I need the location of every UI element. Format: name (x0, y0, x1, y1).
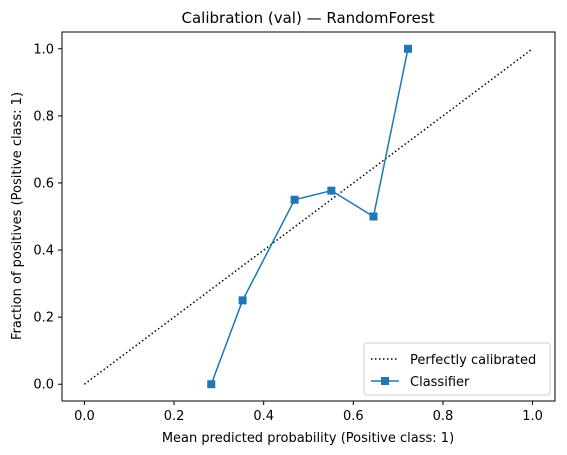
x-tick-label: 0.4 (253, 409, 274, 424)
x-tick-label: 0.2 (164, 409, 185, 424)
x-tick-label: 0.0 (74, 409, 95, 424)
classifier-point (369, 213, 377, 221)
legend: Perfectly calibrated Classifier (364, 343, 550, 395)
y-tick-label: 0.6 (33, 176, 54, 191)
classifier-point (404, 45, 412, 53)
y-tick-label: 1.0 (33, 42, 54, 57)
x-axis-label: Mean predicted probability (Positive cla… (162, 431, 454, 446)
y-axis-label: Fraction of positives (Positive class: 1… (10, 92, 25, 340)
classifier-point (239, 296, 247, 304)
legend-perfect-label: Perfectly calibrated (410, 353, 536, 368)
legend-classifier-marker (381, 377, 389, 385)
y-tick-label: 0.4 (33, 244, 54, 259)
y-tick-label: 0.8 (33, 109, 54, 124)
classifier-point (207, 380, 215, 388)
classifier-point (327, 187, 335, 195)
classifier-point (291, 196, 299, 204)
chart-title: Calibration (val) — RandomForest (182, 9, 435, 27)
x-tick-label: 0.6 (343, 409, 364, 424)
y-tick-label: 0.0 (33, 378, 54, 393)
x-tick-label: 0.8 (433, 409, 454, 424)
y-tick-label: 0.2 (33, 311, 54, 326)
x-tick-label: 1.0 (522, 409, 543, 424)
legend-classifier-label: Classifier (410, 375, 470, 390)
